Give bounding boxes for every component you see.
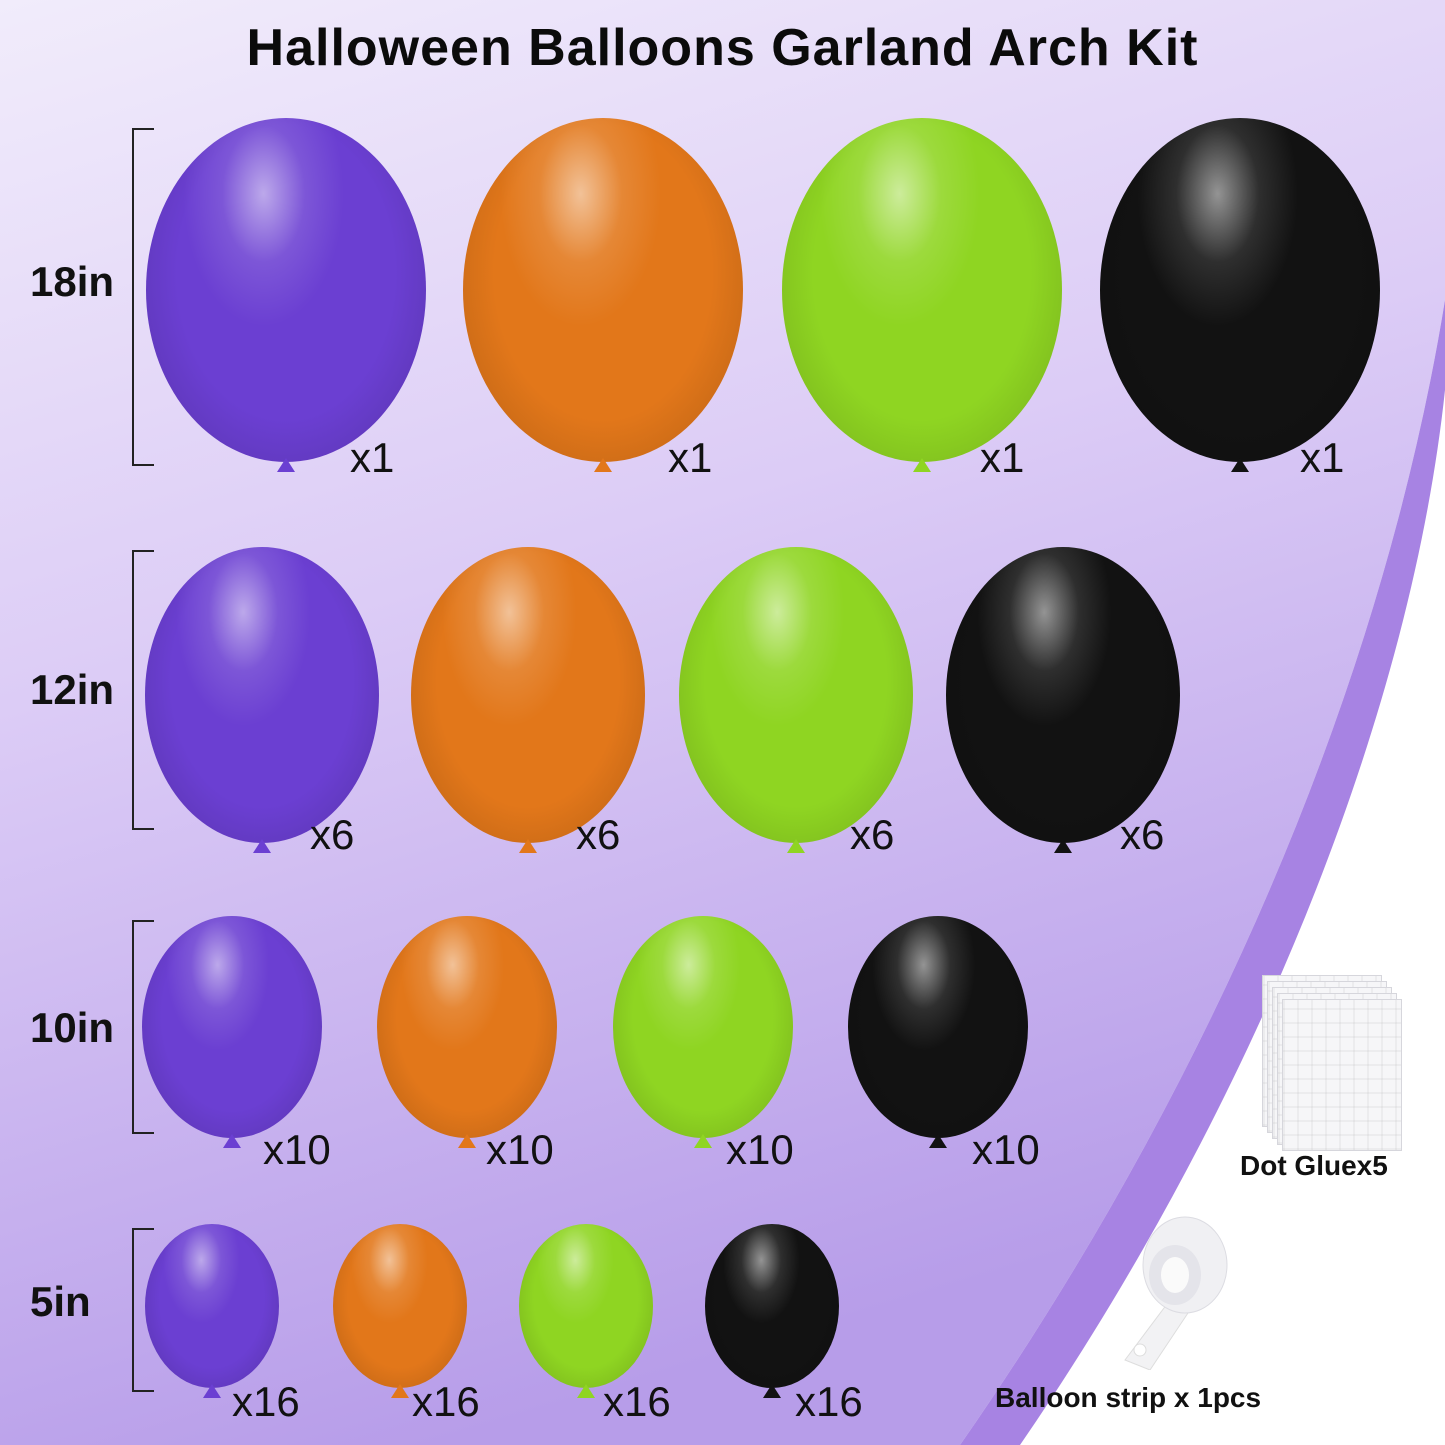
balloon-purple: [146, 118, 426, 462]
balloon-knot: [223, 1134, 241, 1148]
balloon-green: [782, 118, 1062, 462]
balloon-black: [1100, 118, 1380, 462]
balloon-knot: [929, 1134, 947, 1148]
size-bracket: [132, 920, 154, 1134]
balloon-knot: [913, 458, 931, 472]
quantity-label: x10: [263, 1126, 331, 1173]
quantity-label: x10: [486, 1126, 554, 1173]
size-bracket: [132, 1228, 154, 1392]
balloon-knot: [763, 1384, 781, 1398]
balloon-knot: [277, 458, 295, 472]
balloon-black: [705, 1224, 839, 1388]
page-title: Halloween Balloons Garland Arch Kit: [246, 19, 1199, 77]
balloon-green: [679, 547, 913, 843]
quantity-label: x16: [232, 1378, 300, 1425]
size-label: 5in: [30, 1278, 91, 1325]
size-label: 18in: [30, 258, 115, 305]
balloon-knot: [1054, 839, 1072, 853]
quantity-label: x1: [668, 434, 713, 481]
balloon-knot: [577, 1384, 595, 1398]
quantity-label: x6: [1120, 811, 1165, 858]
quantity-label: x16: [412, 1378, 480, 1425]
quantity-label: x10: [972, 1126, 1040, 1173]
balloon-strip-roll-icon: [1124, 1216, 1228, 1370]
quantity-label: x6: [310, 811, 355, 858]
balloon-orange: [377, 916, 557, 1138]
size-bracket: [132, 128, 154, 466]
quantity-label: x10: [726, 1126, 794, 1173]
balloon-knot: [1231, 458, 1249, 472]
quantity-label: x1: [350, 434, 395, 481]
balloon-knot: [519, 839, 537, 853]
balloon-knot: [458, 1134, 476, 1148]
quantity-label: x6: [576, 811, 621, 858]
size-label: 10in: [30, 1004, 115, 1051]
balloon-knot: [787, 839, 805, 853]
balloon-purple: [145, 1224, 279, 1388]
size-label: 12in: [30, 666, 115, 713]
balloon-knot: [203, 1384, 221, 1398]
balloon-green: [519, 1224, 653, 1388]
balloon-knot: [253, 839, 271, 853]
balloon-black: [946, 547, 1180, 843]
balloon-knot: [391, 1384, 409, 1398]
quantity-label: x16: [795, 1378, 863, 1425]
balloon-orange: [333, 1224, 467, 1388]
quantity-label: x16: [603, 1378, 671, 1425]
balloon-green: [613, 916, 793, 1138]
balloon-purple: [142, 916, 322, 1138]
balloon-black: [848, 916, 1028, 1138]
quantity-label: x1: [980, 434, 1025, 481]
balloon-knot: [694, 1134, 712, 1148]
balloon-orange: [411, 547, 645, 843]
size-bracket: [132, 550, 154, 830]
balloon-knot: [594, 458, 612, 472]
balloon-orange: [463, 118, 743, 462]
dot-glue-label: Dot Gluex5: [1240, 1150, 1388, 1181]
balloon-purple: [145, 547, 379, 843]
balloon-strip-label: Balloon strip x 1pcs: [995, 1382, 1262, 1413]
quantity-label: x6: [850, 811, 895, 858]
quantity-label: x1: [1300, 434, 1345, 481]
